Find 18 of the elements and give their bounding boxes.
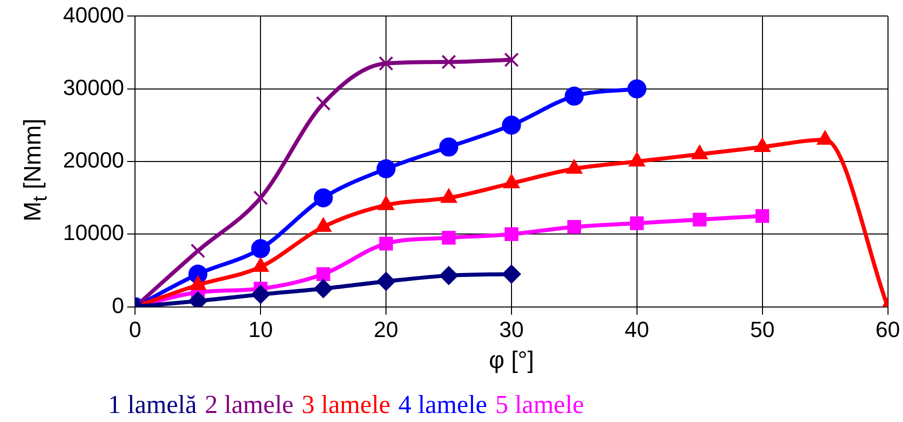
text: 4 lamele <box>398 390 488 419</box>
x-tick-label: 50 <box>750 317 775 342</box>
x-tick-label: 0 <box>129 317 142 342</box>
x-tick-label: 10 <box>248 317 273 342</box>
y-tick-label: 10000 <box>62 220 124 246</box>
text: 1 lamelă <box>108 390 197 419</box>
text: 5 lamele <box>495 390 584 419</box>
text: 2 lamele <box>204 390 294 419</box>
y-tick-label: 0 <box>112 292 124 318</box>
y-tick-label: 30000 <box>62 74 124 100</box>
x-tick-label: 30 <box>499 317 524 342</box>
x-tick-label: 40 <box>624 317 650 342</box>
y-tick-label: 40000 <box>62 2 124 28</box>
x-tick-label: 60 <box>876 317 900 342</box>
text: 3 lamele <box>302 390 390 419</box>
x-tick-label: 20 <box>374 317 398 342</box>
x-axis-title: φ [°] <box>488 347 534 374</box>
y-tick-label: 20000 <box>62 148 124 173</box>
